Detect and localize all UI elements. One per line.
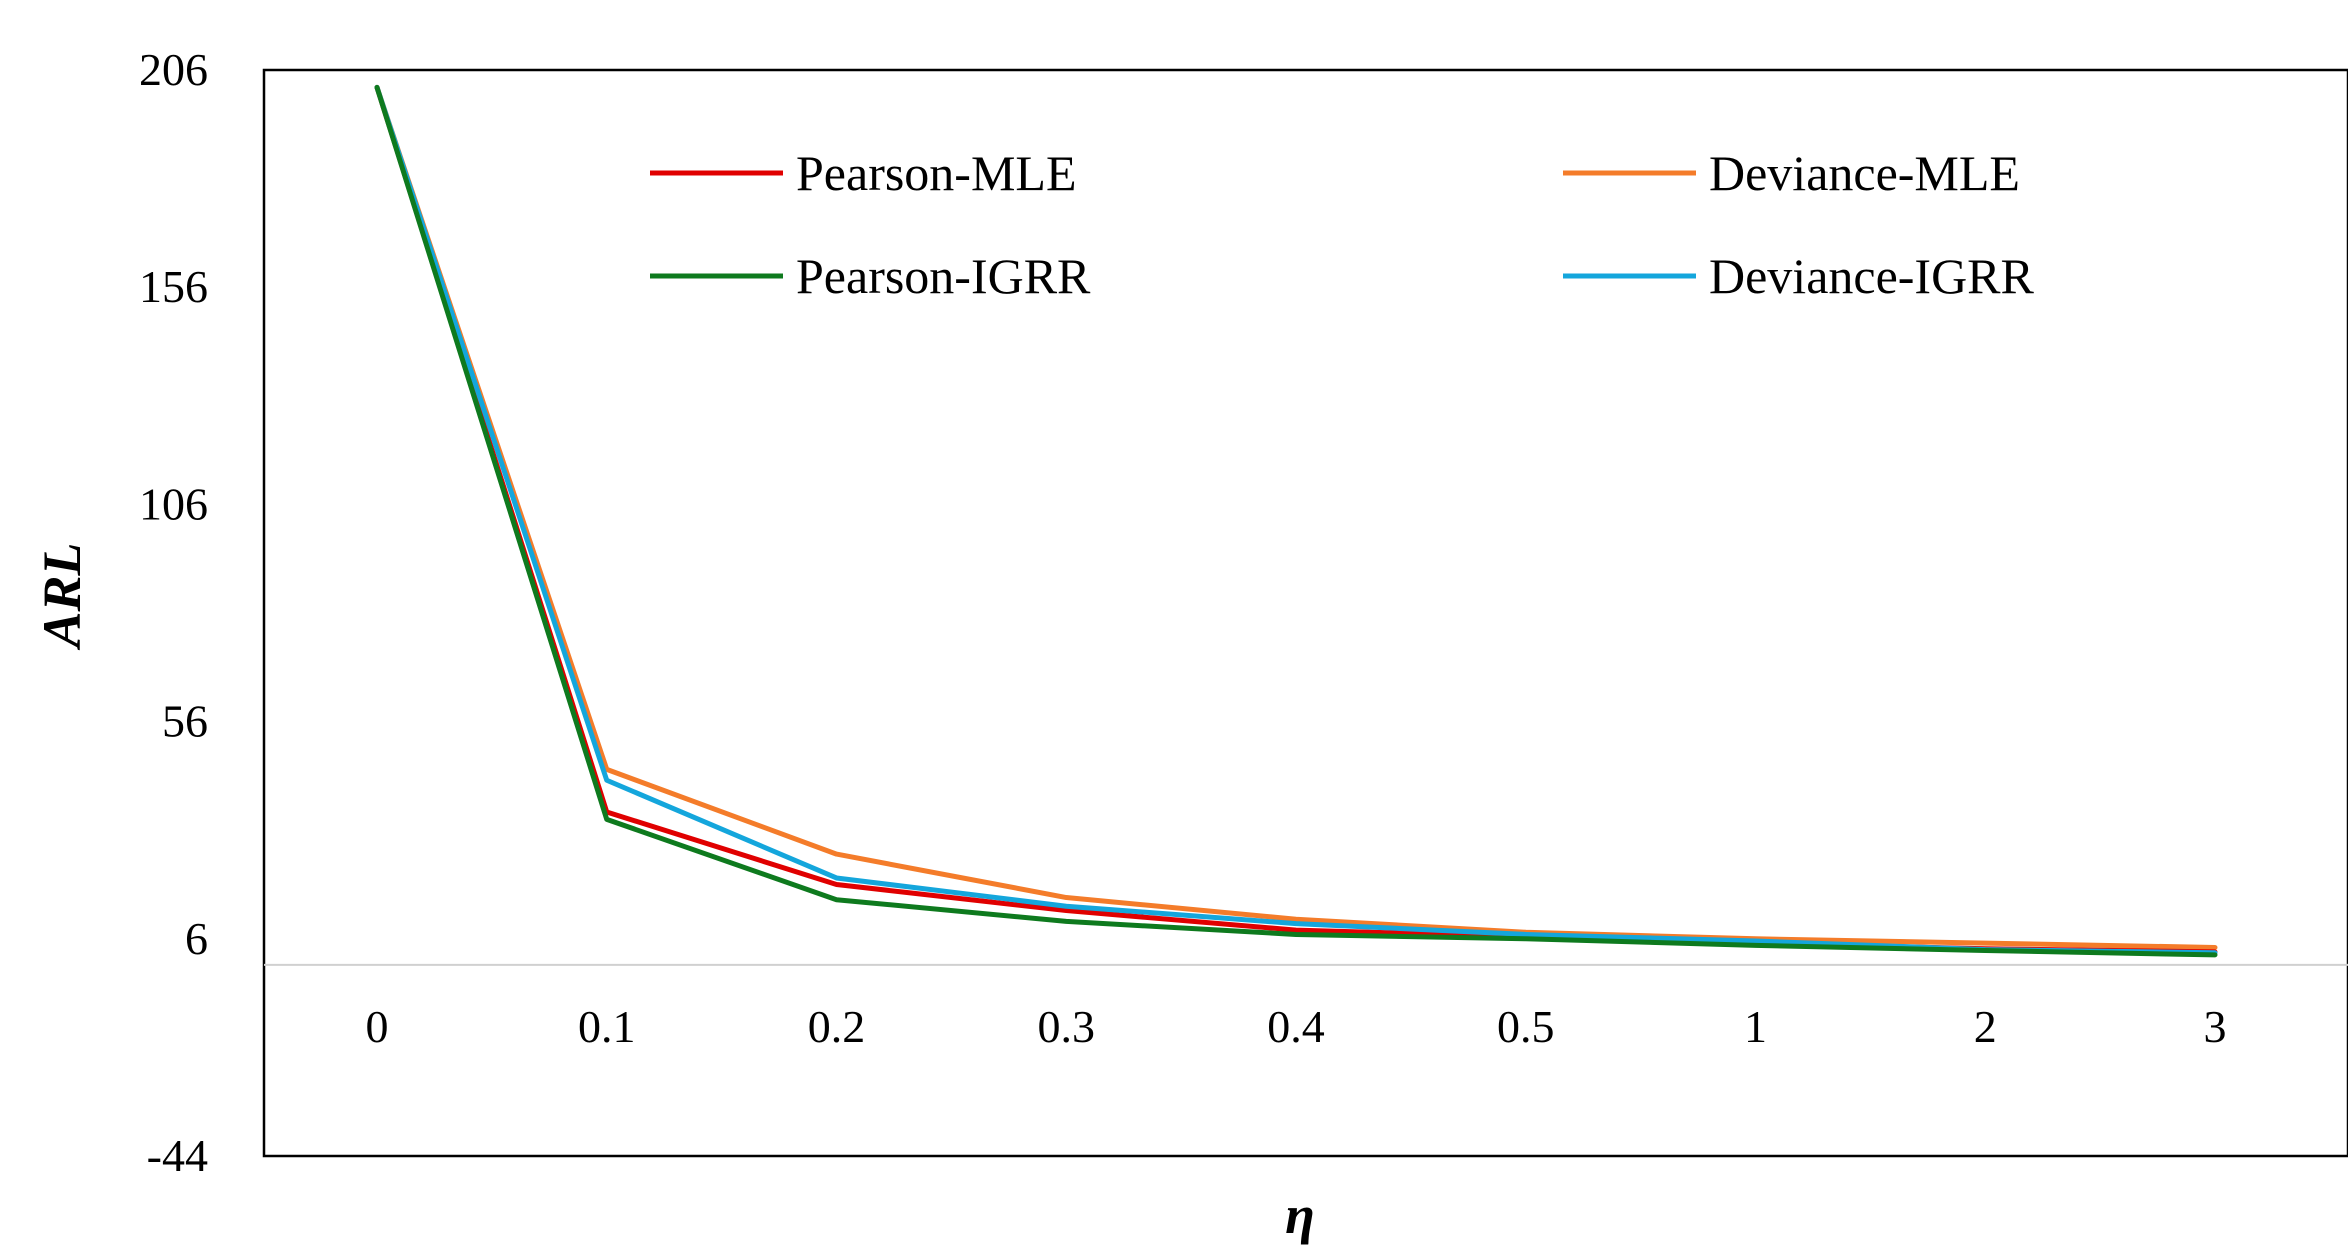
- series-line-deviance-mle: [374, 84, 2218, 950]
- legend-label-pearson-mle: Pearson-MLE: [796, 145, 1077, 201]
- y-tick-label: -44: [147, 1130, 208, 1181]
- x-tick-label: 0.2: [808, 1001, 866, 1052]
- x-tick-label: 0.1: [578, 1001, 636, 1052]
- legend: Pearson-MLE Deviance-MLE Pearson-IGRR Devia…: [650, 145, 2035, 304]
- legend-label-deviance-igrr: Deviance-IGRR: [1709, 248, 2035, 304]
- x-tick-label: 2: [1974, 1001, 1997, 1052]
- y-tick-label: 206: [139, 44, 208, 95]
- y-tick-label: 156: [139, 261, 208, 312]
- y-axis-title: ARL: [32, 542, 92, 650]
- y-tick-label: 56: [162, 696, 208, 747]
- x-tick-label: 1: [1744, 1001, 1767, 1052]
- x-axis-ticks: 0 0.1 0.2 0.3 0.4 0.5 1 2 3: [366, 1001, 2227, 1052]
- x-tick-label: 0: [366, 1001, 389, 1052]
- series-line-pearson-mle: [374, 84, 2218, 955]
- x-tick-label: 0.5: [1497, 1001, 1555, 1052]
- series-line-deviance-igrr: [374, 84, 2218, 956]
- x-tick-label: 3: [2204, 1001, 2227, 1052]
- y-tick-label: 6: [185, 913, 208, 964]
- legend-label-deviance-mle: Deviance-MLE: [1709, 145, 2020, 201]
- x-tick-label: 0.3: [1038, 1001, 1096, 1052]
- series-line-pearson-igrr: [374, 84, 2218, 958]
- x-tick-label: 0.4: [1267, 1001, 1325, 1052]
- plot-area-frame: [262, 68, 2348, 1158]
- y-axis-ticks: 206 156 106 56 6 -44: [139, 44, 208, 1181]
- x-axis-title: η: [1285, 1185, 1315, 1245]
- series-lines: [374, 84, 2218, 958]
- legend-label-pearson-igrr: Pearson-IGRR: [796, 248, 1091, 304]
- y-tick-label: 106: [139, 478, 208, 529]
